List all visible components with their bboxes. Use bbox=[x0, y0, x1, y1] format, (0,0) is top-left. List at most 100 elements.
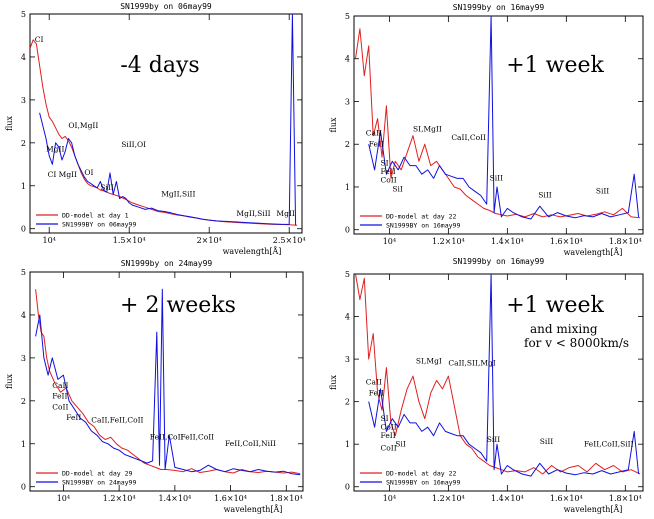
line-annotation: OI,MgII bbox=[68, 121, 98, 130]
line-annotation: SiII,OI bbox=[121, 140, 146, 149]
series-line-model bbox=[355, 274, 641, 475]
y-tick-label: 0 bbox=[21, 483, 26, 492]
y-tick-label: 5 bbox=[21, 10, 26, 19]
x-axis-label: wavelength[Å] bbox=[224, 505, 283, 514]
chart-title: SN1999by on 06may99 bbox=[120, 2, 212, 11]
line-annotation: MgII bbox=[46, 144, 64, 153]
line-annotation: FeII,CoII,SiII bbox=[584, 439, 634, 448]
y-axis-label: flux bbox=[5, 116, 14, 131]
line-annotation: CoII bbox=[381, 422, 397, 431]
line-annotation: CI bbox=[35, 35, 44, 44]
line-annotation: CaII bbox=[366, 378, 382, 387]
epoch-label: +1 week bbox=[506, 293, 604, 318]
series-line-model bbox=[35, 289, 301, 475]
y-tick-label: 3 bbox=[345, 97, 350, 106]
y-tick-label: 4 bbox=[345, 313, 350, 322]
legend-entry: DD-model at day 22 bbox=[386, 470, 457, 478]
y-tick-label: 2 bbox=[345, 140, 350, 149]
series-group bbox=[355, 16, 641, 220]
x-tick-label: 1.8×10⁴ bbox=[609, 494, 642, 503]
y-tick-label: 0 bbox=[345, 226, 350, 235]
line-annotation: SI bbox=[381, 414, 389, 423]
x-tick-label: 1.4×10⁴ bbox=[491, 237, 524, 246]
line-annotation: SiI bbox=[395, 439, 406, 448]
y-tick-label: 4 bbox=[21, 311, 26, 320]
line-annotation: SiII bbox=[596, 186, 609, 195]
line-annotation: FeII bbox=[52, 392, 67, 401]
x-tick-label: 1.6×10⁴ bbox=[214, 494, 247, 503]
line-annotation: CaII bbox=[366, 129, 382, 138]
legend-entry: SN1999BY on 16may99 bbox=[386, 222, 460, 230]
x-axis-label: wavelength[Å] bbox=[223, 247, 282, 256]
y-axis-label: flux bbox=[5, 374, 14, 389]
series-line-observed bbox=[368, 274, 640, 477]
line-annotation: CoII bbox=[381, 444, 397, 453]
y-tick-label: 1 bbox=[21, 440, 26, 449]
line-annotation: CI MgII bbox=[48, 170, 78, 179]
line-annotation: CaII bbox=[52, 381, 68, 390]
line-annotation: FeII,CoII bbox=[150, 432, 184, 441]
x-tick-label: 1.4×10⁴ bbox=[158, 494, 191, 503]
series-line-model bbox=[355, 28, 641, 219]
x-tick-label: 1.4×10⁴ bbox=[491, 494, 524, 503]
y-tick-label: 2 bbox=[21, 139, 26, 148]
y-tick-label: 2 bbox=[345, 398, 350, 407]
y-tick-label: 4 bbox=[345, 55, 350, 64]
line-annotation: FeII bbox=[369, 388, 384, 397]
epoch-label: + 2 weeks bbox=[120, 293, 236, 318]
series-line-observed bbox=[35, 288, 301, 476]
chart-panel-3: SN1999by on 24may99 0 1 2 3 4 5 10⁴ 1.2×10⁴ 1.4×1… bbox=[5, 259, 304, 514]
legend-entry: DD-model at day 1 bbox=[62, 212, 129, 220]
x-tick-label: 10⁴ bbox=[57, 494, 70, 503]
x-tick-label: 1.6×10⁴ bbox=[550, 494, 583, 503]
line-annotation: SiII bbox=[487, 435, 500, 444]
line-annotation: FeII bbox=[381, 431, 396, 440]
legend-entry: DD-model at day 29 bbox=[62, 470, 133, 478]
series-line-observed bbox=[39, 14, 297, 226]
y-tick-label: 5 bbox=[345, 270, 350, 279]
epoch-sublabel: for v < 8000km/s bbox=[524, 336, 629, 350]
chart-panel-1: SN1999by on 06may99 0 1 2 3 4 5 10⁴ 1.5×10⁴ 2×10⁴… bbox=[5, 2, 306, 256]
x-tick-label: 10⁴ bbox=[383, 237, 396, 246]
x-tick-label: 10⁴ bbox=[383, 494, 396, 503]
x-tick-label: 1.5×10⁴ bbox=[113, 236, 146, 245]
x-tick-label: 2×10⁴ bbox=[197, 236, 222, 245]
x-tick-label: 1.6×10⁴ bbox=[550, 237, 583, 246]
y-tick-label: 3 bbox=[21, 354, 26, 363]
line-annotation: CoII bbox=[52, 402, 68, 411]
line-annotation: MgII,SiII bbox=[236, 209, 270, 218]
line-annotation: SiII bbox=[538, 191, 551, 200]
chart-panel-2: SN1999by on 16may99 0 1 2 3 4 5 10⁴ 1.2×10⁴ 1.4×1… bbox=[329, 3, 644, 257]
x-axis-label: wavelength[Å] bbox=[564, 248, 623, 257]
line-annotation: FeII bbox=[381, 167, 396, 176]
x-tick-label: 1.2×10⁴ bbox=[103, 494, 136, 503]
series-line-observed bbox=[368, 16, 640, 220]
y-tick-label: 2 bbox=[21, 397, 26, 406]
y-tick-label: 0 bbox=[21, 225, 26, 234]
line-annotation: SI,MgI bbox=[416, 356, 442, 365]
x-axis-label: wavelength[Å] bbox=[564, 505, 623, 514]
y-tick-label: 1 bbox=[21, 182, 26, 191]
y-tick-label: 4 bbox=[21, 53, 26, 62]
y-tick-label: 1 bbox=[345, 183, 350, 192]
plot-frame bbox=[353, 15, 644, 235]
x-tick-label: 2.5×10⁴ bbox=[273, 236, 306, 245]
line-annotation: SiI bbox=[392, 184, 403, 193]
chart-panel-4: SN1999by on 16may99 0 1 2 3 4 5 10⁴ 1.2×10⁴ 1.4×1… bbox=[329, 257, 644, 514]
y-tick-label: 3 bbox=[21, 96, 26, 105]
y-tick-label: 0 bbox=[345, 483, 350, 492]
line-annotation: MgII,SiII bbox=[161, 190, 195, 199]
x-tick-label: 1.8×10⁴ bbox=[270, 494, 303, 503]
plot-frame bbox=[353, 273, 644, 492]
x-tick-label: 1.2×10⁴ bbox=[432, 494, 465, 503]
chart-title: SN1999by on 16may99 bbox=[453, 257, 545, 266]
line-annotation: CaII,SII,MgI bbox=[448, 358, 495, 367]
y-tick-label: 1 bbox=[345, 440, 350, 449]
line-annotation: MgII bbox=[276, 209, 294, 218]
chart-title: SN1999by on 24may99 bbox=[121, 259, 213, 268]
legend-entry: SN1999BY on 16may99 bbox=[386, 479, 460, 487]
line-annotation: FeII bbox=[66, 413, 81, 422]
line-annotation: SiII bbox=[100, 183, 113, 192]
epoch-label: +1 week bbox=[506, 53, 604, 78]
